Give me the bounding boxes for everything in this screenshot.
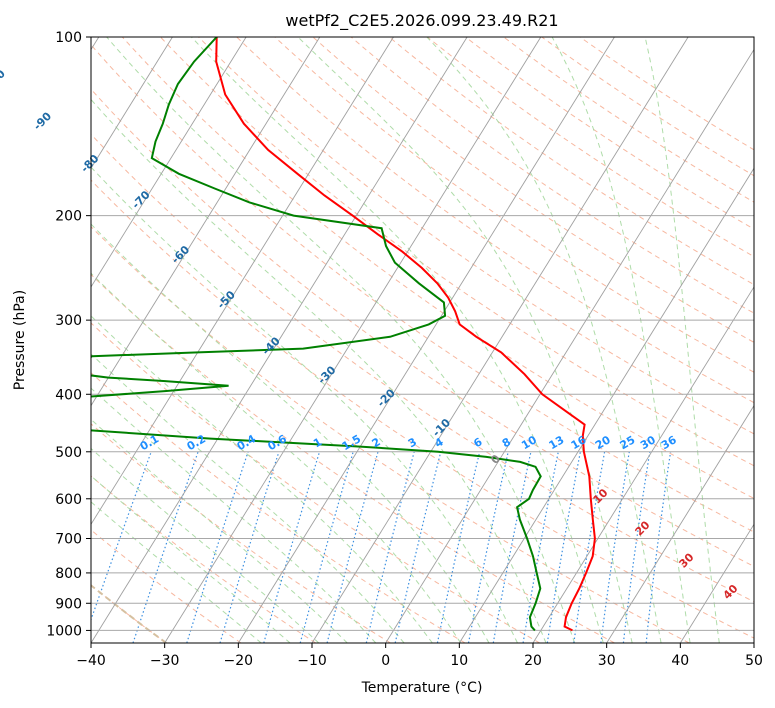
isotherm-line [679,523,754,643]
mixing-ratio-line [622,451,651,643]
dry-adiabat-line [274,37,754,373]
isotherm-line [385,48,754,643]
chart-title: wetPf2_C2E5.2026.099.23.49.R21 [285,11,558,31]
x-axis-label: Temperature (°C) [361,680,483,696]
x-tick-label: 30 [598,653,616,669]
isotherm-line [91,37,247,288]
y-tick-label: 900 [55,596,82,612]
dry-adiabat-line [91,475,316,643]
x-tick-label: −30 [150,653,180,669]
y-tick-label: 700 [55,532,82,548]
moist-adiabat-line [91,315,433,643]
x-tick-label: 0 [381,653,390,669]
y-tick-label: 100 [55,30,82,46]
background-lines [91,37,754,643]
mixing-ratio-line [326,451,379,643]
isotherm-line [91,37,394,526]
mixing-ratio-line [91,451,152,622]
dry-adiabat-line [236,37,754,404]
mixing-ratio-line [573,451,606,643]
y-tick-label: 500 [55,445,82,461]
dry-adiabat-line [388,37,754,286]
dry-adiabat-line [91,423,391,643]
y-tick-label: 300 [55,313,82,329]
mixing-ratio-line [394,451,442,643]
dry-adiabat-line [503,37,754,203]
mixing-ratio-line [365,451,415,643]
mixing-ratio-line [219,451,280,643]
isotherm-line [606,404,754,643]
mixing-ratio-line [467,451,509,643]
mixing-ratio-line [522,451,559,643]
mixing-ratio-line [492,451,532,643]
isotherm-line [532,286,754,643]
moist-adiabat-line [91,272,462,643]
mixing-ratio-line [299,451,354,643]
x-tick-label: 10 [450,653,468,669]
x-tick-label: 50 [745,653,763,669]
moist-adiabat-line [91,98,547,643]
mixing-ratio-line [263,451,321,643]
y-tick-label: 800 [55,566,82,582]
dry-adiabat-line [91,179,754,639]
isotherm-line [311,37,689,643]
y-tick-label: 600 [55,492,82,508]
moist-adiabat-line [191,37,604,643]
isotherm-line [237,37,615,643]
isotherm-line [91,37,468,643]
mixing-ratio-line [600,451,630,643]
dry-adiabat-line [541,37,754,177]
moist-adiabat-line [91,447,320,643]
plot-frame [90,36,755,644]
isotherm-line [458,167,754,643]
moist-adiabat-line [644,37,720,643]
dry-adiabat-line [91,133,754,603]
y-tick-label: 1000 [46,623,82,639]
dry-adiabat-line [312,37,754,343]
moist-adiabat-line [91,418,348,643]
dry-adiabat-line [121,37,754,500]
temperature-profile-line [215,37,596,632]
mixing-ratio-line [132,451,199,643]
moist-adiabat-line [106,37,576,643]
y-axis-ticks: 1000 900 800 700 600 500 400 300 200 100 [46,30,91,639]
y-axis-label: Pressure (hPa) [12,290,28,390]
dry-adiabat-line [160,37,754,467]
dry-adiabat-line [198,37,754,435]
dry-adiabat-line [91,273,615,643]
moist-adiabat-line [91,501,262,643]
mixing-ratio-line [436,451,481,643]
moist-adiabat-line [91,475,291,643]
moist-adiabat-line [297,37,633,643]
x-tick-label: 20 [524,653,542,669]
mixing-ratio-line [645,451,672,643]
mixing-ratio-line [186,451,249,643]
moist-adiabat-line [91,387,377,643]
x-tick-label: −40 [76,653,106,669]
x-axis-ticks: −40 −30 −20 −10 0 10 20 30 40 50 [76,643,763,669]
moist-adiabat-line [426,37,662,643]
y-tick-label: 400 [55,387,82,403]
x-tick-label: 40 [671,653,689,669]
isotherm-line [91,37,173,170]
dry-adiabat-line [91,44,754,533]
moist-adiabat-line [551,37,691,643]
series-lines [91,37,596,632]
dewpoint-profile-line [91,37,542,632]
isotherm-line [164,37,542,643]
x-tick-label: −20 [224,653,254,669]
dry-adiabat-line [91,226,690,643]
y-tick-label: 200 [55,209,82,225]
x-tick-label: −10 [297,653,327,669]
